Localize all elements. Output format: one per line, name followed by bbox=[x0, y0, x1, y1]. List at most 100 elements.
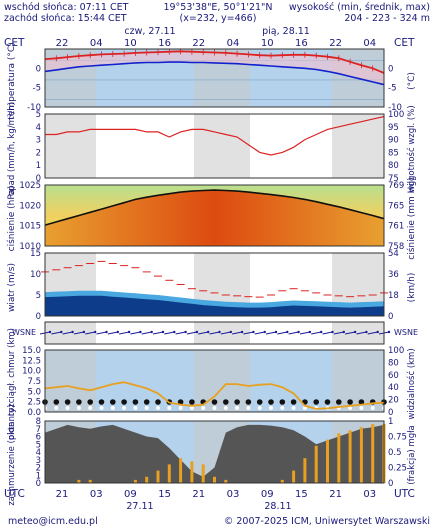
cloud-dot-light bbox=[76, 406, 81, 410]
wind-direction-arrowhead bbox=[353, 330, 357, 334]
fog-bar bbox=[280, 479, 284, 483]
precip-tick-left-1: 4 bbox=[36, 123, 41, 133]
wind-direction-arrowhead bbox=[82, 330, 86, 334]
cloud-dot-light bbox=[212, 406, 217, 410]
fog-tick-right-2: 0.5 bbox=[388, 448, 402, 458]
fog-bar bbox=[292, 470, 296, 483]
cover-tick-left-0: 8 bbox=[36, 417, 41, 427]
top-hour-label: 22 bbox=[329, 38, 342, 49]
wind-direction-arrowhead bbox=[331, 330, 334, 334]
wind-direction-arrow bbox=[152, 331, 164, 335]
wind-area bbox=[45, 295, 384, 316]
wind-kmh-tick-right-3: 0 bbox=[388, 312, 393, 322]
pressure-mmhg-tick-right-3: 758 bbox=[388, 242, 404, 252]
humidity-ylabel-right: wilgotność wzgl. (%) bbox=[406, 105, 417, 192]
cover-tick-left-3: 5 bbox=[36, 440, 41, 450]
pressure-line bbox=[44, 189, 385, 226]
wind-direction-arrowhead bbox=[229, 330, 232, 334]
cover-tick-left-8: 0 bbox=[36, 479, 41, 489]
cloud-dot-dark bbox=[110, 399, 116, 405]
pressure-mmhg-tick-right-1: 765 bbox=[388, 201, 404, 211]
elevation-values: 204 - 223 - 324 m bbox=[344, 13, 430, 24]
wind-direction-arrow bbox=[254, 331, 265, 335]
wind-direction-arrow bbox=[175, 331, 186, 335]
cloud-dot-dark bbox=[256, 399, 263, 405]
wind-direction-arrow bbox=[288, 331, 299, 335]
bottom-hour-label: 03 bbox=[363, 489, 376, 500]
wind-direction-arrow bbox=[209, 331, 220, 335]
pressure-ylabel-right: ciśnienie (mm Hg) bbox=[406, 177, 417, 259]
wind-direction-arrow bbox=[232, 331, 243, 335]
precip-tick-left-2: 3 bbox=[36, 136, 41, 146]
bottom-hour-label: 15 bbox=[158, 489, 171, 500]
wind-direction-arrow bbox=[85, 331, 96, 335]
wind-direction-arrowhead bbox=[94, 330, 97, 334]
cloud-dot-dark bbox=[132, 399, 139, 405]
cloud-dot-dark bbox=[53, 399, 60, 405]
wind-direction-arrow bbox=[51, 331, 62, 335]
temp-tick-left-3: -10 bbox=[27, 103, 41, 113]
cloud-panel-frame bbox=[44, 349, 385, 413]
wind-direction-arrow bbox=[119, 331, 130, 335]
wind-ylabel-right: (km/h) bbox=[407, 273, 417, 303]
bottom-hour-label: 03 bbox=[227, 489, 240, 500]
pressure-tick-left-3: 1010 bbox=[19, 242, 41, 252]
cloud-dot-light bbox=[280, 406, 285, 410]
wind-direction-arrowhead bbox=[139, 330, 142, 334]
cover-tick-left-4: 4 bbox=[36, 448, 41, 458]
wind-direction-arrow bbox=[345, 331, 356, 335]
wind-direction-arrowhead bbox=[308, 330, 312, 334]
pressure-area bbox=[45, 190, 384, 246]
precip-panel-night-shade-0 bbox=[45, 114, 96, 178]
fog-bar bbox=[179, 458, 183, 483]
wind-panel-frame bbox=[44, 252, 385, 317]
wind-kmh-tick-right-0: 54 bbox=[388, 249, 399, 259]
wind-direction-arrowhead bbox=[365, 330, 368, 334]
pressure-mmhg-tick-right-2: 761 bbox=[388, 222, 404, 232]
temp-tick-left-2: -5 bbox=[33, 84, 41, 94]
wind-direction-arrowhead bbox=[116, 330, 120, 334]
cover-tick-left-5: 3 bbox=[36, 456, 41, 466]
wind-direction-arrowhead bbox=[218, 330, 221, 334]
fog-bar bbox=[213, 476, 216, 483]
visibility-tick-right-0: 100 bbox=[388, 346, 404, 356]
cover-panel-frame bbox=[44, 420, 385, 484]
wind-tick-left-1: 10 bbox=[30, 270, 41, 280]
cloud-dot-dark bbox=[98, 399, 105, 405]
wind-direction-arrow bbox=[130, 331, 141, 335]
cloud-dot-light bbox=[144, 406, 149, 410]
cloud-cover-area bbox=[45, 424, 384, 483]
temp-tick-left-1: 0 bbox=[36, 64, 41, 74]
cloud-dot-light bbox=[54, 406, 59, 410]
cloud-dot-light bbox=[235, 406, 240, 410]
temp-tick-right-3: -10 bbox=[388, 103, 402, 113]
cloud-tick-left-4: 5.0 bbox=[27, 387, 41, 397]
visibility-line bbox=[44, 381, 385, 410]
winddir-panel-night-shade-1 bbox=[194, 322, 250, 344]
cloud-dot-dark bbox=[143, 399, 150, 405]
cloud-dot-light bbox=[65, 406, 70, 410]
temp-tick-right-1: 0 bbox=[388, 64, 393, 74]
visibility-ylabel-right: widzialność (km) bbox=[406, 348, 417, 419]
top-hour-label: 22 bbox=[56, 38, 69, 49]
fog-tick-right-3: 0.25 bbox=[388, 464, 407, 474]
pressure-tick-left-0: 1025 bbox=[19, 181, 41, 191]
cloud-dot-dark bbox=[336, 399, 342, 405]
cloud-dot-dark bbox=[189, 399, 195, 405]
fog-ylabel-right: (frakcja) mgła bbox=[407, 425, 417, 485]
precip-tick-left-0: 5 bbox=[36, 110, 41, 120]
fog-tick-right-1: 0.75 bbox=[388, 433, 407, 443]
wind-direction-arrow bbox=[333, 331, 344, 335]
wind-direction-arrowhead bbox=[320, 330, 323, 334]
fog-bar bbox=[190, 461, 194, 483]
precip-ylabel-left: opad (mm/h, kg/m²/h) bbox=[7, 102, 17, 196]
precip-panel-frame bbox=[44, 113, 385, 179]
wind-direction-arrow bbox=[277, 331, 288, 335]
bottom-hour-label: 15 bbox=[295, 489, 308, 500]
cloud-dot-dark bbox=[313, 399, 320, 405]
wind-direction-arrow bbox=[367, 331, 378, 335]
coords-text: 19°53'38"E, 50°1'21"N bbox=[163, 2, 272, 13]
footer-email: meteo@icm.edu.pl bbox=[8, 516, 98, 527]
wind-tick-left-3: 0 bbox=[36, 312, 41, 322]
wind-direction-arrowhead bbox=[105, 330, 108, 334]
